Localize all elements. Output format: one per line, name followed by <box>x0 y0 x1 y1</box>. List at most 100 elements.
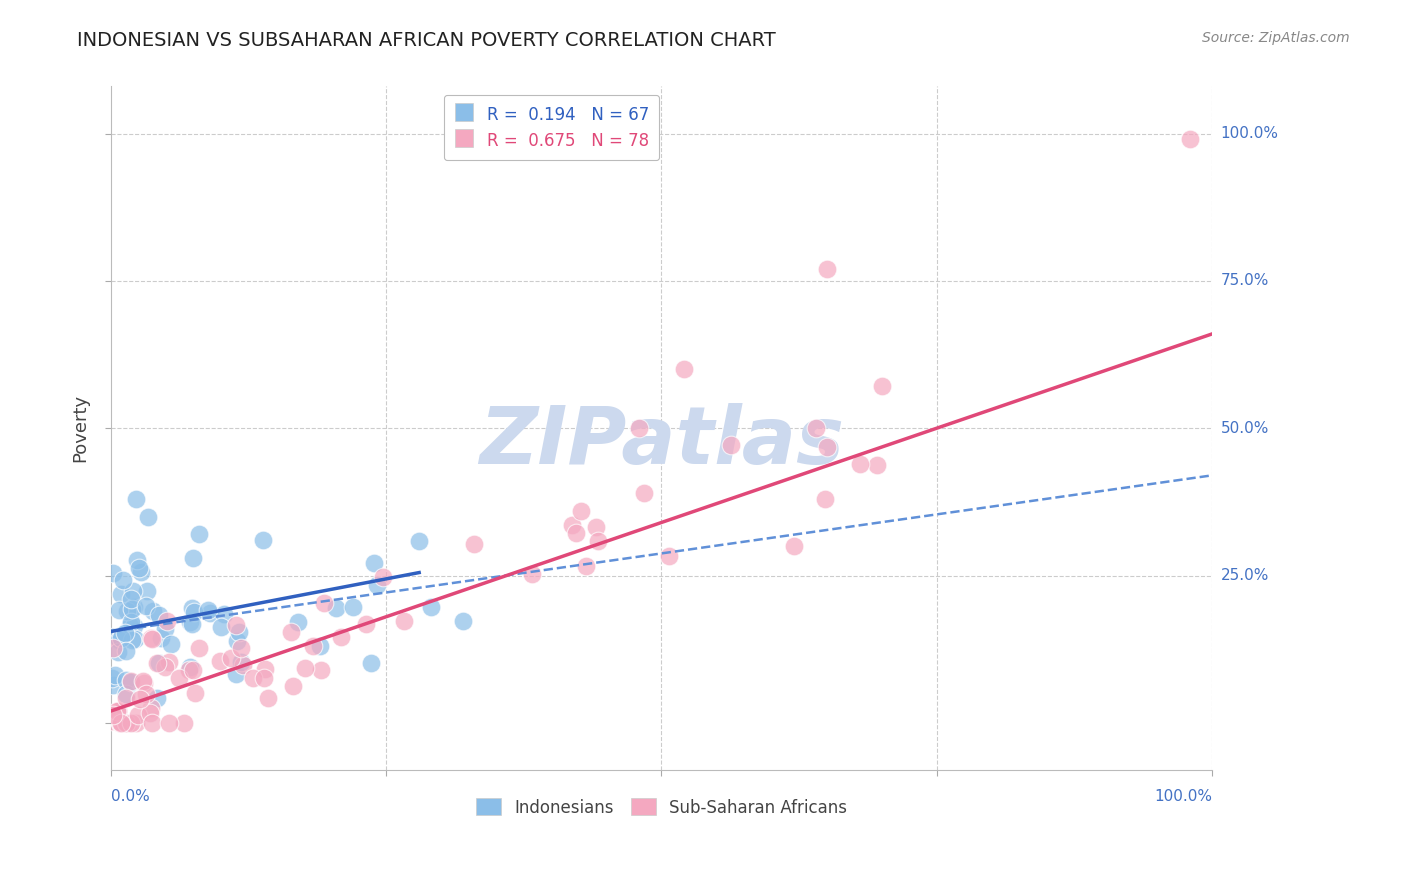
Point <box>127 708 149 723</box>
Point <box>394 615 416 629</box>
Point <box>120 674 142 689</box>
Point <box>782 539 804 553</box>
Point <box>280 624 302 639</box>
Point <box>183 605 205 619</box>
Point <box>179 663 201 677</box>
Point <box>181 600 204 615</box>
Point <box>198 607 221 621</box>
Point <box>314 596 336 610</box>
Point <box>167 671 190 685</box>
Point <box>111 628 134 642</box>
Point <box>870 379 893 393</box>
Point <box>354 617 377 632</box>
Point <box>232 657 254 672</box>
Point <box>212 607 235 621</box>
Point <box>148 656 170 670</box>
Point <box>294 661 316 675</box>
Point <box>363 556 385 570</box>
Point <box>107 645 129 659</box>
Point <box>122 584 145 599</box>
Point <box>181 663 204 677</box>
Point <box>520 567 543 582</box>
Point <box>420 600 443 615</box>
Point <box>149 632 172 646</box>
Point <box>104 668 127 682</box>
Point <box>107 704 129 718</box>
Point <box>815 262 838 277</box>
Point <box>257 691 280 706</box>
Point <box>188 640 211 655</box>
Point <box>108 633 131 648</box>
Point <box>110 631 132 645</box>
Text: 100.0%: 100.0% <box>1220 126 1278 141</box>
Point <box>373 570 395 584</box>
Text: Source: ZipAtlas.com: Source: ZipAtlas.com <box>1202 31 1350 45</box>
Point <box>225 667 247 681</box>
Point <box>141 715 163 730</box>
Text: 0.0%: 0.0% <box>111 789 149 804</box>
Point <box>121 632 143 647</box>
Point <box>101 707 124 722</box>
Point <box>136 583 159 598</box>
Point <box>108 714 131 729</box>
Point <box>633 486 655 500</box>
Point <box>124 632 146 647</box>
Point <box>114 687 136 701</box>
Point <box>253 671 276 685</box>
Point <box>125 491 148 506</box>
Point <box>325 601 347 615</box>
Point <box>160 637 183 651</box>
Point <box>139 631 162 645</box>
Point <box>120 615 142 630</box>
Point <box>209 654 232 668</box>
Point <box>866 458 889 472</box>
Point <box>110 715 132 730</box>
Point <box>107 603 129 617</box>
Point <box>114 626 136 640</box>
Point <box>105 704 128 718</box>
Point <box>115 715 138 730</box>
Text: ZIPatlas: ZIPatlas <box>479 403 844 481</box>
Text: 100.0%: 100.0% <box>1154 789 1212 804</box>
Point <box>628 421 651 435</box>
Point <box>309 639 332 653</box>
Point <box>125 715 148 730</box>
Point <box>181 617 204 632</box>
Point <box>138 509 160 524</box>
Point <box>281 679 304 693</box>
Point <box>565 525 588 540</box>
Point <box>720 437 742 451</box>
Legend: Indonesians, Sub-Saharan Africans: Indonesians, Sub-Saharan Africans <box>470 792 853 823</box>
Point <box>120 715 142 730</box>
Point <box>231 655 253 669</box>
Point <box>231 641 253 656</box>
Point <box>103 566 125 581</box>
Point <box>228 625 250 640</box>
Point <box>173 715 195 730</box>
Point <box>135 599 157 614</box>
Point <box>110 715 132 730</box>
Text: 75.0%: 75.0% <box>1220 273 1268 288</box>
Point <box>110 587 132 601</box>
Point <box>146 656 169 670</box>
Point <box>112 573 135 587</box>
Point <box>103 678 125 692</box>
Point <box>148 607 170 622</box>
Text: 50.0%: 50.0% <box>1220 421 1268 435</box>
Point <box>153 622 176 636</box>
Point <box>108 715 131 730</box>
Point <box>131 673 153 688</box>
Point <box>225 618 247 632</box>
Point <box>101 630 124 644</box>
Point <box>155 614 177 628</box>
Point <box>569 504 592 518</box>
Point <box>672 362 695 376</box>
Point <box>219 651 242 665</box>
Point <box>225 634 247 648</box>
Point <box>145 690 167 705</box>
Point <box>118 618 141 632</box>
Y-axis label: Poverty: Poverty <box>72 394 89 462</box>
Point <box>141 632 163 646</box>
Point <box>252 533 274 547</box>
Point <box>188 527 211 541</box>
